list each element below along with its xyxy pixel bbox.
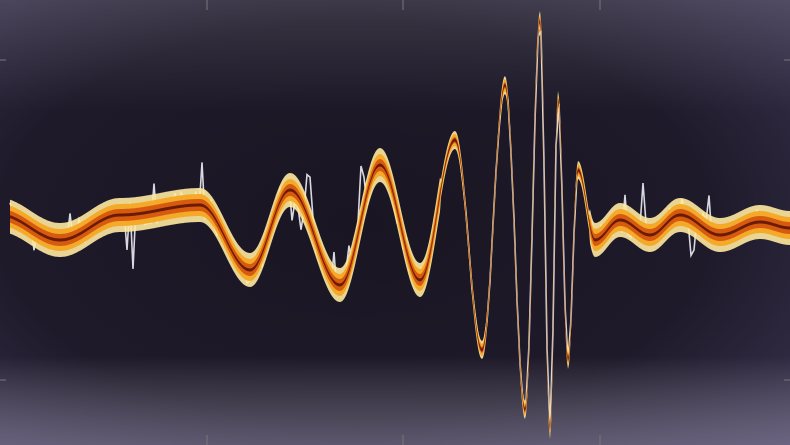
waveform-layers xyxy=(9,11,790,439)
waveform-band xyxy=(10,17,790,433)
